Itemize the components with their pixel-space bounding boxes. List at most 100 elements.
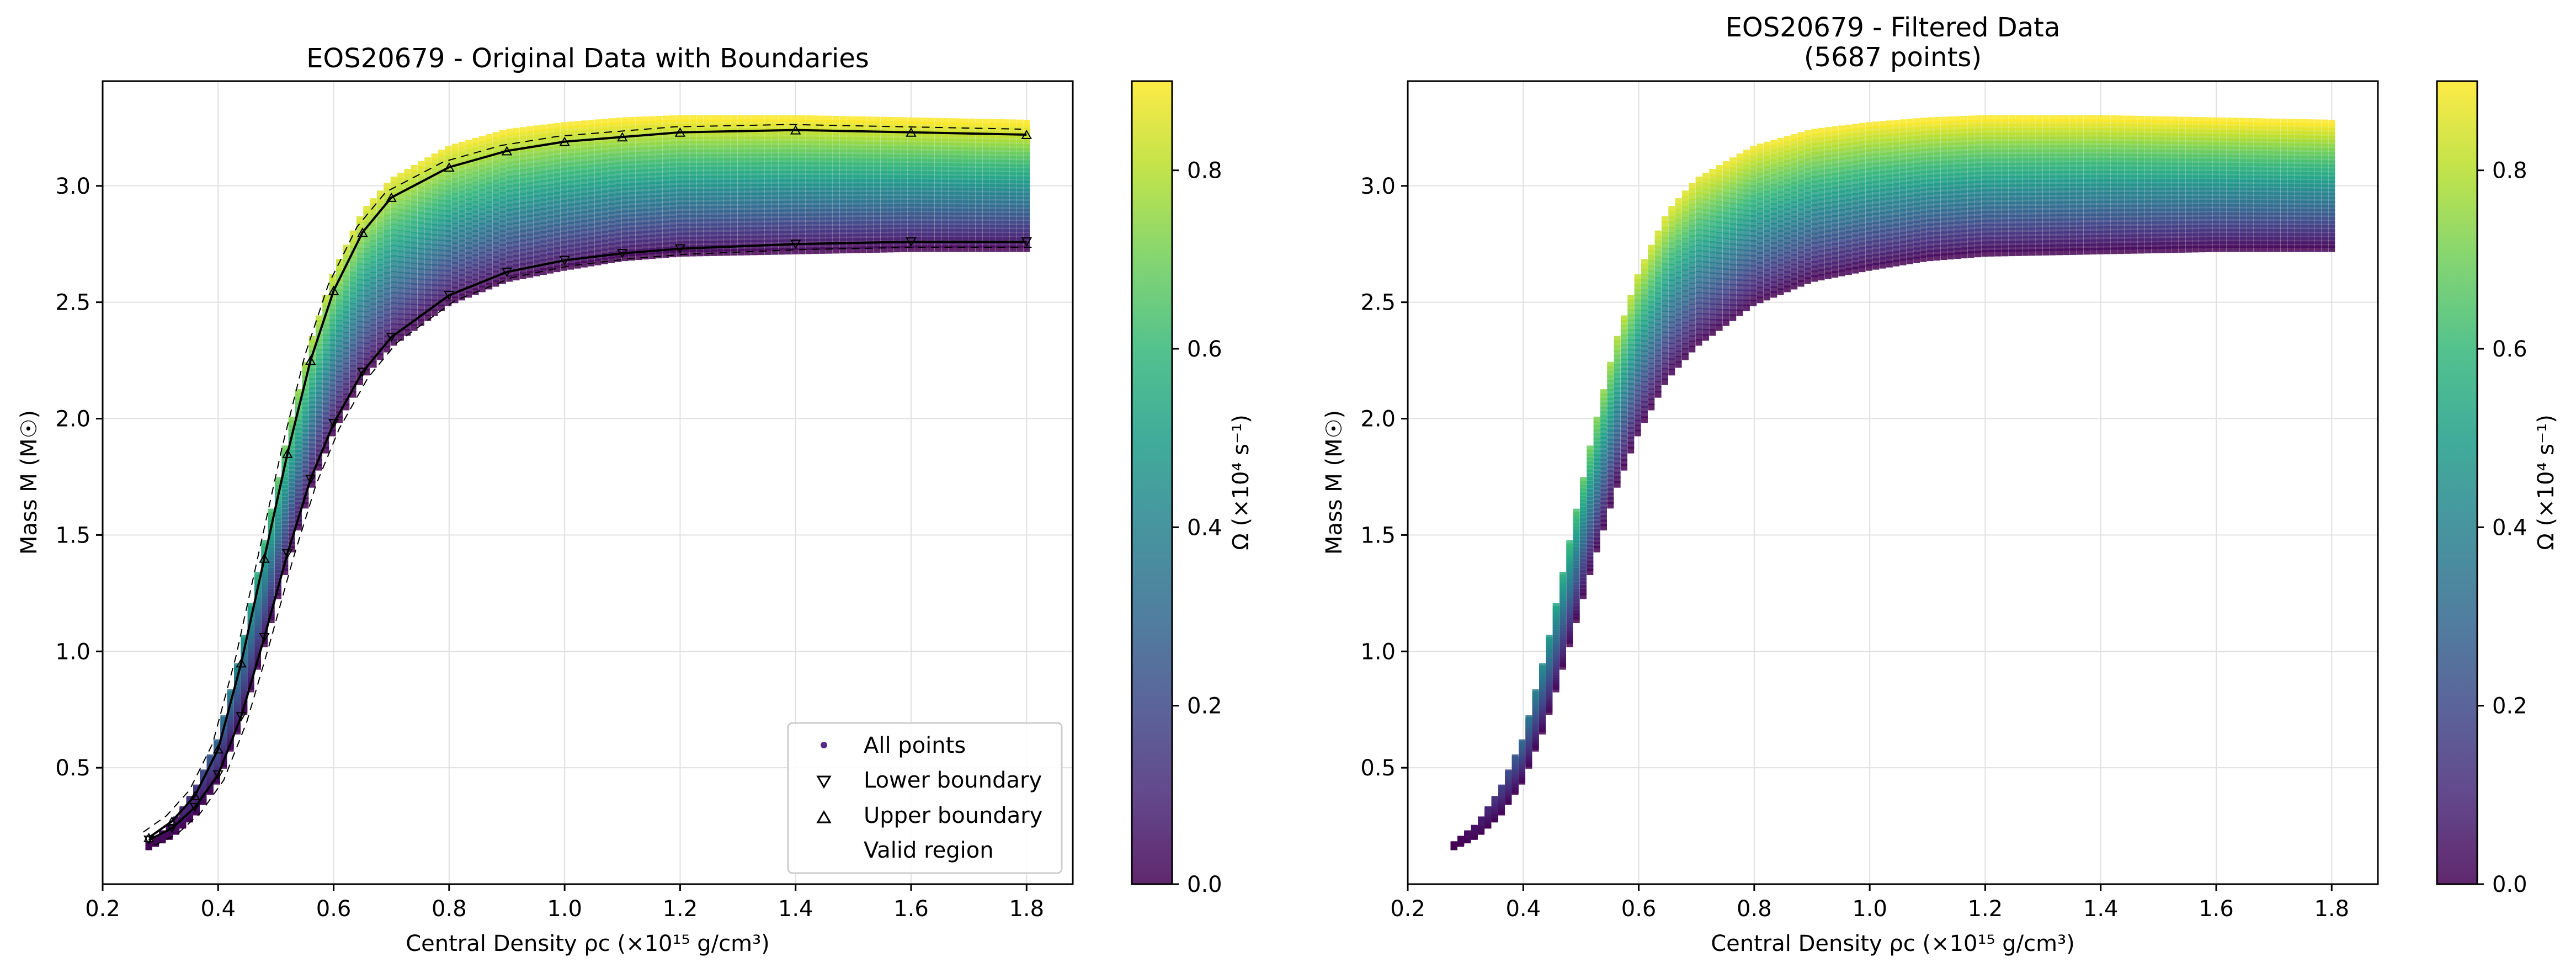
data-point (397, 173, 404, 179)
data-point (799, 115, 805, 122)
data-point (676, 115, 683, 122)
x-tick-label: 0.4 (200, 896, 236, 922)
data-point (914, 118, 921, 124)
data-point (1464, 830, 1471, 837)
legend-label-valid-region: Valid region (864, 838, 994, 863)
data-point (833, 116, 839, 123)
data-point (547, 124, 553, 130)
left-colorbar-gradient (1132, 81, 1172, 884)
data-point (962, 119, 968, 125)
left-plot-panel: EOS20679 - Original Data with Boundaries… (17, 43, 1254, 956)
data-point (704, 115, 710, 121)
data-point (629, 117, 635, 124)
y-tick-label: 2.5 (55, 290, 91, 316)
x-tick-label: 1.0 (547, 896, 582, 922)
data-point (391, 177, 397, 183)
colorbar-tick-label: 0.2 (1187, 694, 1222, 719)
data-point (771, 115, 778, 121)
data-point (887, 117, 894, 124)
data-point (506, 129, 513, 135)
legend-label-lower-boundary: Lower boundary (864, 768, 1042, 793)
data-point (493, 132, 499, 139)
data-point (356, 216, 363, 223)
data-point (520, 127, 526, 134)
right-data-layer (1451, 115, 2335, 850)
colorbar-tick-label: 0.6 (1187, 337, 1222, 362)
data-point (1587, 445, 1593, 452)
data-point (1512, 754, 1519, 761)
data-point (452, 143, 459, 150)
data-point (874, 116, 880, 123)
x-tick-label: 1.4 (778, 896, 813, 922)
right-plot-subtitle: (5687 points) (1804, 42, 1982, 73)
data-point (989, 119, 996, 126)
data-point (432, 153, 438, 160)
data-point (785, 115, 792, 121)
data-point (622, 117, 629, 124)
data-point (656, 116, 662, 123)
left-y-axis-label: Mass M (M☉) (17, 410, 42, 555)
data-point (908, 118, 914, 124)
data-point (982, 119, 989, 125)
left-colorbar: 0.00.20.40.60.8 Ω (×10⁴ s⁻¹) (1132, 81, 1254, 897)
data-point (751, 115, 758, 121)
data-point (1525, 715, 1532, 722)
x-tick-label: 0.8 (432, 896, 467, 922)
x-tick-label: 1.2 (663, 896, 698, 922)
left-x-axis-label: Central Density ρc (×10¹⁵ g/cm³) (406, 931, 770, 956)
y-tick-label: 1.0 (55, 639, 91, 664)
data-point (839, 116, 846, 123)
legend-label-upper-boundary: Upper boundary (864, 803, 1042, 828)
data-point (513, 128, 520, 135)
x-tick-label: 1.8 (1009, 896, 1044, 922)
data-point (615, 118, 621, 124)
data-point (1532, 689, 1539, 696)
data-point (663, 116, 669, 123)
data-point (955, 118, 962, 125)
data-point (649, 116, 656, 123)
legend-label-all-points: All points (864, 733, 966, 758)
data-point (765, 115, 771, 121)
left-y-ticks: 0.51.01.52.02.53.0 (55, 174, 103, 781)
x-tick-label: 0.6 (316, 896, 352, 922)
data-point (472, 138, 479, 145)
left-legend: All points Lower boundary Upper boundary… (788, 723, 1062, 873)
data-point (731, 115, 737, 121)
data-point (1498, 785, 1505, 791)
left-plot-title: EOS20679 - Original Data with Boundaries (306, 43, 869, 74)
data-point (758, 115, 764, 121)
data-point (1023, 120, 1030, 126)
right-plot-panel: EOS20679 - Filtered Data (5687 points) 0… (1322, 12, 2559, 956)
data-point (792, 115, 799, 121)
data-point (696, 115, 703, 121)
data-point (289, 417, 295, 423)
colorbar-tick-label: 0.8 (1187, 158, 1222, 184)
data-point (778, 115, 785, 121)
data-point (561, 122, 567, 129)
colorbar-tick-label: 0.4 (1187, 515, 1222, 540)
data-point (976, 119, 982, 125)
data-point (1546, 635, 1552, 641)
data-point (1010, 119, 1016, 126)
data-point (935, 118, 941, 125)
colorbar-tick-label: 0.0 (1187, 872, 1222, 897)
data-point (1492, 796, 1498, 802)
data-point (1580, 477, 1587, 483)
data-point (424, 157, 431, 164)
data-point (1560, 572, 1566, 578)
data-point (710, 115, 717, 121)
data-point (1573, 509, 1580, 515)
y-tick-label: 3.0 (55, 174, 91, 199)
data-point (1457, 836, 1464, 842)
data-point (581, 120, 588, 127)
y-tick-label: 2.0 (55, 407, 91, 432)
data-point (921, 118, 928, 124)
data-point (602, 119, 608, 125)
data-point (928, 118, 935, 124)
data-point (1003, 119, 1009, 126)
data-point (486, 134, 492, 141)
data-point (608, 118, 615, 125)
data-point (554, 123, 561, 130)
